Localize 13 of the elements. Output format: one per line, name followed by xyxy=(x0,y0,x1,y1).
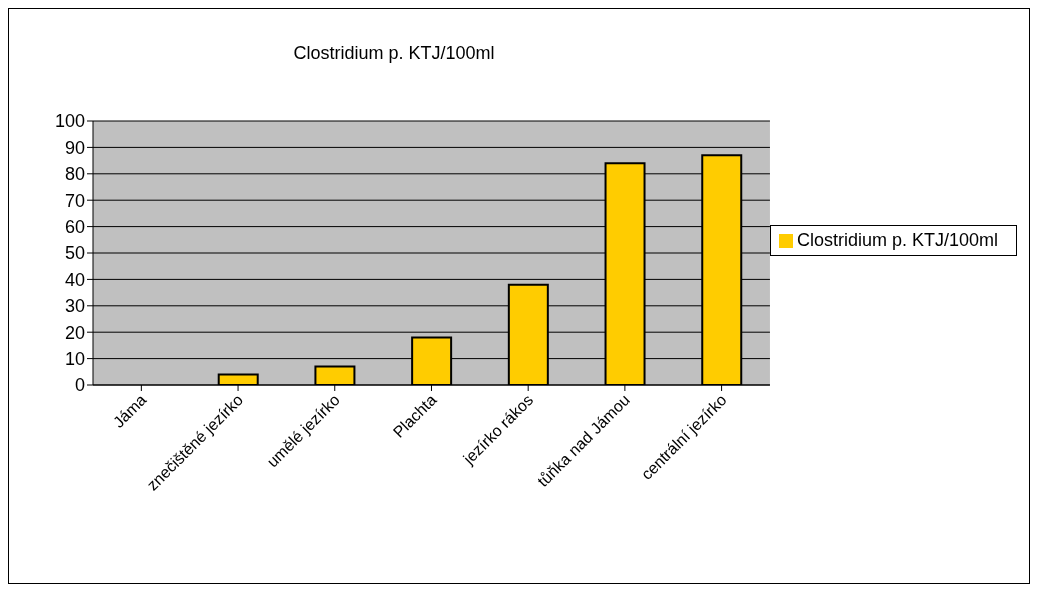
y-tick-label: 70 xyxy=(64,190,85,211)
y-tick-label: 90 xyxy=(64,137,85,158)
y-tick-label: 30 xyxy=(64,296,85,317)
y-tick-label: 10 xyxy=(64,348,85,369)
y-tick-label: 40 xyxy=(64,269,85,290)
y-tick-label: 0 xyxy=(74,375,85,396)
y-tick-label: 50 xyxy=(64,243,85,264)
y-tick-label: 100 xyxy=(54,111,85,132)
y-tick-label: 80 xyxy=(64,164,85,185)
chart-title: Clostridium p. KTJ/100ml xyxy=(292,43,496,64)
y-tick-label: 60 xyxy=(64,216,85,237)
y-tick-label: 20 xyxy=(64,322,85,343)
legend-label: Clostridium p. KTJ/100ml xyxy=(796,229,998,250)
